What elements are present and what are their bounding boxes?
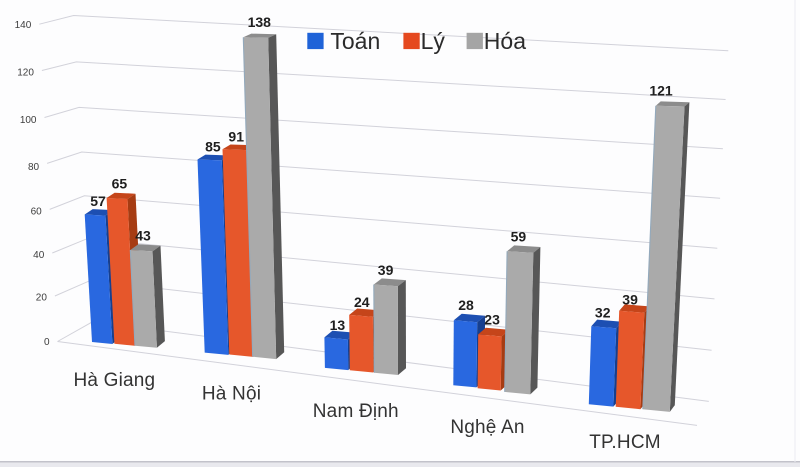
svg-text:20: 20 (36, 293, 48, 304)
svg-text:Toán: Toán (330, 28, 380, 54)
svg-text:39: 39 (378, 262, 394, 278)
svg-text:28: 28 (458, 297, 474, 313)
svg-text:Hóa: Hóa (484, 28, 526, 54)
svg-text:100: 100 (20, 115, 37, 126)
svg-text:140: 140 (15, 20, 32, 31)
svg-text:65: 65 (112, 175, 128, 191)
svg-text:13: 13 (330, 317, 346, 333)
svg-text:Lý: Lý (421, 28, 446, 54)
svg-text:0: 0 (44, 337, 50, 348)
svg-text:138: 138 (248, 14, 272, 30)
svg-text:32: 32 (595, 305, 611, 321)
svg-text:Hà Giang: Hà Giang (73, 370, 155, 391)
svg-text:Nghệ An: Nghệ An (450, 417, 524, 438)
svg-text:60: 60 (31, 207, 43, 218)
svg-text:39: 39 (622, 291, 638, 307)
svg-text:23: 23 (484, 312, 500, 328)
svg-text:24: 24 (354, 294, 370, 310)
svg-text:121: 121 (649, 83, 673, 99)
svg-text:TP.HCM: TP.HCM (589, 432, 661, 453)
svg-text:57: 57 (90, 193, 106, 209)
svg-text:91: 91 (228, 129, 244, 145)
svg-text:59: 59 (511, 229, 527, 245)
svg-text:80: 80 (28, 162, 40, 173)
svg-text:40: 40 (33, 250, 45, 261)
svg-text:Nam Định: Nam Định (313, 401, 399, 422)
svg-text:85: 85 (205, 138, 221, 154)
svg-text:120: 120 (17, 68, 34, 79)
svg-text:43: 43 (135, 227, 151, 243)
svg-text:Hà Nội: Hà Nội (202, 384, 261, 405)
